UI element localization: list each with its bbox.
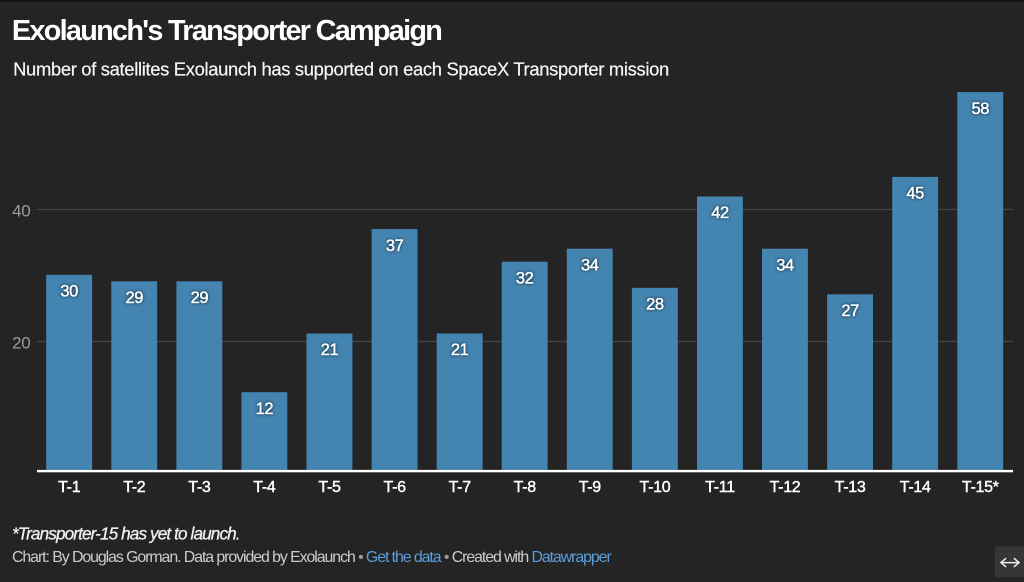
svg-text:Exolaunch's Transporter Campai: Exolaunch's Transporter Campaign	[12, 15, 441, 47]
svg-text:T-3: T-3	[188, 479, 211, 496]
svg-text:T-9: T-9	[579, 479, 602, 496]
svg-text:45: 45	[906, 185, 924, 203]
svg-text:T-1: T-1	[58, 479, 81, 496]
svg-text:32: 32	[516, 269, 534, 287]
svg-text:21: 21	[451, 341, 469, 359]
svg-text:T-12: T-12	[770, 479, 801, 496]
svg-text:37: 37	[386, 237, 404, 255]
svg-text:34: 34	[581, 256, 599, 274]
svg-text:28: 28	[646, 296, 664, 314]
svg-text:T-14: T-14	[900, 479, 931, 496]
svg-text:34: 34	[776, 256, 794, 274]
svg-text:30: 30	[60, 283, 78, 301]
svg-text:T-5: T-5	[318, 479, 341, 496]
svg-text:T-6: T-6	[383, 479, 406, 496]
svg-text:T-8: T-8	[514, 479, 537, 496]
svg-text:20: 20	[12, 334, 30, 353]
svg-text:12: 12	[256, 400, 274, 418]
svg-text:40: 40	[12, 202, 30, 221]
svg-text:42: 42	[711, 204, 729, 222]
svg-text:T-11: T-11	[705, 479, 735, 496]
svg-text:Number of satellites Exolaunch: Number of satellites Exolaunch has suppo…	[13, 58, 669, 79]
svg-text:T-13: T-13	[835, 479, 866, 496]
svg-text:T-7: T-7	[449, 479, 472, 496]
svg-text:T-4: T-4	[253, 479, 276, 496]
svg-text:T-15*: T-15*	[962, 479, 999, 496]
svg-text:27: 27	[841, 302, 859, 320]
svg-text:21: 21	[321, 341, 339, 359]
svg-text:29: 29	[126, 289, 144, 307]
svg-text:58: 58	[972, 100, 990, 118]
svg-text:T-10: T-10	[639, 479, 670, 496]
svg-text:29: 29	[191, 289, 209, 307]
svg-text:*Transporter-15 has yet to lau: *Transporter-15 has yet to launch.	[12, 523, 240, 543]
svg-text:Chart: By Douglas Gorman. Data: Chart: By Douglas Gorman. Data provided …	[12, 549, 612, 566]
svg-text:T-2: T-2	[123, 479, 146, 496]
